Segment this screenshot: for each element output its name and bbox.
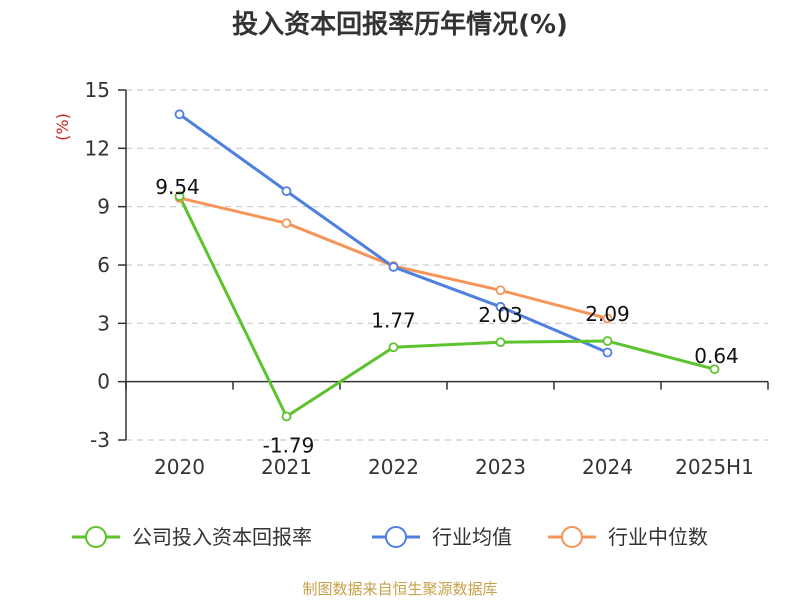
legend-label: 公司投入资本回报率 xyxy=(132,525,312,549)
legend-swatch-marker xyxy=(561,526,583,548)
data-label: 1.77 xyxy=(371,308,416,332)
series-points xyxy=(174,109,720,422)
legend-label: 行业均值 xyxy=(432,525,512,549)
x-tick-label: 2024 xyxy=(582,455,633,479)
y-tick-label: 12 xyxy=(85,136,110,160)
legend: 公司投入资本回报率 行业均值 行业中位数 xyxy=(72,525,708,549)
y-tick-label: 6 xyxy=(97,253,110,277)
y-tick-label: 9 xyxy=(97,195,110,219)
y-tick-label: 15 xyxy=(85,78,110,102)
data-point xyxy=(495,337,506,348)
data-label: 9.54 xyxy=(155,175,200,199)
legend-label: 行业中位数 xyxy=(608,525,708,549)
data-point xyxy=(602,313,613,324)
x-tick-label: 2023 xyxy=(475,455,526,479)
data-point xyxy=(174,191,185,202)
legend-swatch-marker xyxy=(85,526,107,548)
data-label: 2.03 xyxy=(478,303,523,327)
data-label: 0.64 xyxy=(694,344,739,368)
axes: -3 0 3 6 9 12 15 2020 2021 2022 2023 2024 2025H1 xyxy=(85,78,769,479)
x-tick-label: 2021 xyxy=(261,455,312,479)
legend-swatch-marker xyxy=(385,526,407,548)
data-point xyxy=(281,411,292,422)
grid-lines xyxy=(126,89,768,441)
data-point xyxy=(495,285,506,296)
data-point xyxy=(388,342,399,353)
data-label: 2.09 xyxy=(585,302,630,326)
chart-title: 投入资本回报率历年情况(%) xyxy=(232,10,568,40)
data-source-note: 制图数据来自恒生聚源数据库 xyxy=(302,580,498,598)
series-line-0 xyxy=(178,195,715,418)
data-point xyxy=(174,109,185,120)
data-point xyxy=(709,364,720,375)
series-line-2 xyxy=(179,196,608,320)
y-tick-label: 3 xyxy=(97,311,110,335)
x-tick-label: 2020 xyxy=(154,455,205,479)
data-point xyxy=(388,262,399,272)
x-tick-label: 2025H1 xyxy=(675,455,754,479)
y-axis-label: (%) xyxy=(53,113,72,141)
data-label: -1.79 xyxy=(263,433,315,457)
data-point xyxy=(602,347,613,358)
y-tick-label: -3 xyxy=(90,428,110,452)
data-labels: 9.54 -1.79 1.77 2.03 2.09 0.64 xyxy=(155,175,739,457)
data-point xyxy=(495,301,506,312)
x-tick-label: 2022 xyxy=(368,455,419,479)
data-point xyxy=(602,336,613,346)
data-point xyxy=(281,186,292,197)
y-tick-label: 0 xyxy=(97,370,110,394)
data-point xyxy=(281,218,292,229)
